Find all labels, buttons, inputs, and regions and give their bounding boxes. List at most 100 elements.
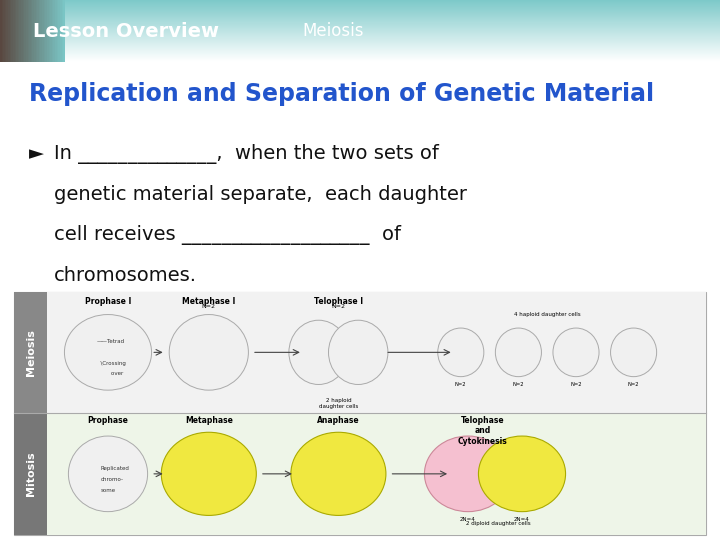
Ellipse shape (553, 328, 599, 377)
Text: over: over (104, 372, 124, 376)
Bar (0, 58, 720, 59)
Bar (61, 0, 63, 62)
Bar (0, 23, 720, 24)
Bar (0, 21, 720, 22)
Bar (0, 4, 720, 5)
Bar (42, 0, 44, 62)
Bar (0, 59, 720, 60)
Bar (0, 13, 720, 14)
Bar (0, 48, 720, 49)
Text: 4 haploid daughter cells: 4 haploid daughter cells (514, 312, 580, 317)
Text: 2 diploid daughter cells: 2 diploid daughter cells (467, 522, 531, 526)
Text: chromosomes.: chromosomes. (54, 266, 197, 285)
Ellipse shape (328, 320, 388, 384)
Bar (0, 19, 720, 21)
Text: Telophase I: Telophase I (314, 297, 363, 306)
Bar (0, 36, 720, 37)
Bar (0, 47, 720, 48)
Bar (0, 3, 720, 4)
Bar (0, 17, 720, 18)
Bar (0, 57, 720, 58)
Bar (40, 0, 42, 62)
Bar (0, 44, 720, 45)
Bar (44, 0, 45, 62)
Bar (19, 0, 21, 62)
Bar (47, 0, 49, 62)
Text: Lesson Overview: Lesson Overview (33, 22, 219, 40)
Bar (0, 39, 720, 40)
Bar (0, 19, 720, 20)
Bar (0, 41, 720, 42)
Bar (0, 14, 720, 15)
Bar (0, 59, 720, 60)
Bar (0, 38, 720, 39)
Bar (0, 18, 720, 19)
Bar (8, 0, 9, 62)
Bar (0, 60, 720, 61)
Bar (0, 45, 720, 46)
Bar (0, 43, 720, 44)
Text: N=2: N=2 (202, 304, 216, 309)
Text: Prophase I: Prophase I (85, 297, 131, 306)
Bar (0, 38, 720, 39)
Bar (0, 51, 720, 52)
Text: In ______________,  when the two sets of: In ______________, when the two sets of (54, 144, 439, 164)
Bar (0, 35, 720, 36)
Bar (14, 0, 16, 62)
Bar (0, 2, 720, 3)
Text: 2N=4: 2N=4 (460, 517, 476, 522)
Bar (31, 0, 32, 62)
Bar (0, 48, 720, 49)
Bar (14, 292, 706, 535)
Bar (0, 31, 720, 32)
Bar (3, 0, 5, 62)
Bar (26, 0, 27, 62)
Bar (0, 30, 720, 31)
Bar (47, 292, 706, 413)
Bar (12, 0, 13, 62)
Bar (5, 0, 6, 62)
Bar (0, 15, 720, 16)
Bar (0, 28, 720, 29)
Bar (58, 0, 60, 62)
Bar (0, 9, 720, 10)
Bar (0, 61, 720, 62)
Bar (0, 0, 1, 62)
Bar (0, 10, 720, 11)
Bar (0, 32, 720, 33)
Text: cell receives ___________________  of: cell receives ___________________ of (54, 225, 401, 245)
Bar (0, 23, 720, 24)
Bar (32, 0, 34, 62)
Text: N=2: N=2 (628, 382, 639, 387)
Bar (0, 22, 720, 23)
Text: 2 haploid
daughter cells: 2 haploid daughter cells (319, 399, 358, 409)
Bar (0, 8, 720, 9)
Bar (14, 292, 47, 413)
Bar (0, 29, 720, 30)
Text: Metaphase: Metaphase (185, 416, 233, 425)
Bar (50, 0, 52, 62)
Bar (0, 0, 720, 1)
Bar (0, 24, 720, 25)
Bar (55, 0, 57, 62)
Bar (0, 1, 720, 2)
Ellipse shape (611, 328, 657, 377)
Text: N=2: N=2 (331, 304, 346, 309)
Bar (0, 2, 720, 3)
Ellipse shape (65, 314, 152, 390)
Bar (0, 37, 720, 38)
Text: genetic material separate,  each daughter: genetic material separate, each daughter (54, 185, 467, 204)
Bar (37, 0, 39, 62)
Bar (21, 0, 23, 62)
Text: N=2: N=2 (513, 382, 524, 387)
Bar (0, 30, 720, 31)
Bar (0, 51, 720, 52)
Bar (0, 9, 720, 10)
Bar (0, 56, 720, 57)
Bar (0, 42, 720, 43)
Bar (53, 0, 55, 62)
Bar (6, 0, 8, 62)
Text: N=2: N=2 (570, 382, 582, 387)
Bar (0, 36, 720, 37)
Bar (49, 0, 50, 62)
